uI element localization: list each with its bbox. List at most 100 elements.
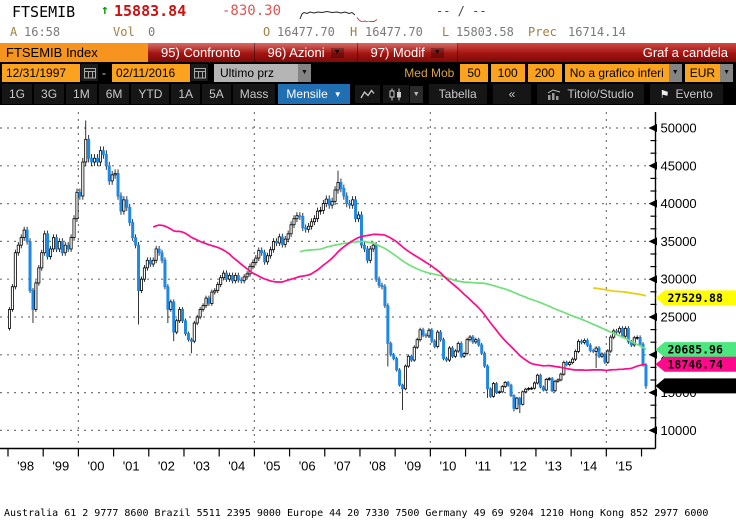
candle: [354, 196, 358, 223]
svg-text:35000: 35000: [661, 234, 697, 249]
menu-confronto[interactable]: 95) Confronto: [148, 43, 255, 62]
security-field[interactable]: FTSEMIB Index: [0, 43, 148, 62]
candle: [22, 226, 26, 241]
candle: [509, 383, 513, 397]
candle: [66, 242, 70, 253]
currency-select[interactable]: EUR ▼: [684, 63, 733, 82]
chart-type-title: Graf a candela: [642, 45, 728, 60]
ma-50-button[interactable]: 50: [460, 63, 488, 82]
candle: [618, 326, 622, 335]
candle: [380, 282, 384, 290]
candle: [189, 337, 193, 354]
low-label: L: [442, 25, 450, 39]
event-button[interactable]: ⚑ Evento: [649, 84, 723, 104]
prev-value: 16714.14: [568, 25, 626, 39]
candle: [609, 335, 613, 353]
candle: [166, 284, 170, 324]
candle: [632, 335, 636, 347]
candle: [374, 242, 378, 282]
candle: [368, 245, 372, 264]
candle: [620, 326, 624, 339]
svg-text:20685.96: 20685.96: [668, 343, 723, 357]
candle: [530, 386, 534, 390]
candle: [348, 199, 352, 209]
candle: [207, 295, 211, 306]
candle: [148, 257, 152, 267]
candle: [456, 341, 460, 353]
candle: [236, 272, 240, 283]
candle: [128, 203, 132, 226]
candle: [245, 271, 249, 280]
candle: [81, 157, 85, 200]
menu-azioni[interactable]: 96) Azioni ▼: [254, 43, 358, 62]
candle: [453, 349, 457, 359]
candle: [474, 337, 478, 344]
chevron-down-icon[interactable]: ▼: [668, 63, 682, 82]
menu-modif[interactable]: 97) Modif ▼: [357, 43, 458, 62]
svg-text:'10: '10: [439, 459, 456, 474]
svg-text:'08: '08: [369, 459, 386, 474]
candle: [301, 212, 305, 232]
candle: [298, 212, 302, 220]
calendar-icon[interactable]: [81, 64, 98, 81]
period-select[interactable]: Mensile ▼: [278, 84, 350, 104]
range-1a-button[interactable]: 1A: [171, 84, 201, 104]
intraday-sparkline: [299, 10, 378, 22]
chevron-down-icon[interactable]: ▼: [409, 85, 423, 103]
candle: [535, 373, 539, 385]
date-to-input[interactable]: 02/11/2016: [112, 63, 190, 82]
session-time: 16:58: [24, 25, 61, 39]
high-label: H: [350, 25, 358, 39]
range-3g-button[interactable]: 3G: [34, 84, 65, 104]
ma-100-button[interactable]: 100: [490, 63, 525, 82]
calendar-icon[interactable]: [191, 64, 208, 81]
table-button[interactable]: Tabella: [428, 84, 487, 104]
candle: [401, 383, 405, 410]
chevron-down-icon[interactable]: ▼: [720, 63, 733, 82]
candle: [318, 206, 322, 215]
range-1g-button[interactable]: 1G: [2, 84, 33, 104]
candlestick-chart-canvas[interactable]: 1000015000200002500030000350004000045000…: [0, 105, 736, 482]
candle: [19, 234, 23, 249]
collapse-panel-button[interactable]: «: [492, 84, 532, 104]
price-type-select[interactable]: Ultimo prz ▼: [214, 63, 311, 82]
chevron-down-icon[interactable]: ▼: [430, 47, 444, 58]
candle: [28, 238, 32, 294]
candle: [491, 382, 495, 398]
candle: [635, 335, 639, 340]
svg-text:'13: '13: [545, 459, 562, 474]
candle: [327, 195, 331, 209]
vol-value: 0: [148, 25, 156, 39]
candle: [210, 289, 214, 306]
chevron-down-icon[interactable]: ▼: [330, 47, 344, 58]
candle: [439, 330, 443, 342]
chevron-down-icon[interactable]: ▼: [298, 63, 311, 82]
range-5a-button[interactable]: 5A: [202, 84, 231, 104]
candle: [433, 339, 437, 349]
candle: [383, 284, 387, 309]
study-button[interactable]: Titolo/Studio: [537, 84, 644, 104]
candle: [395, 356, 399, 372]
candle: [271, 238, 275, 253]
date-from-input[interactable]: 12/31/1997: [2, 63, 80, 82]
candlestick-chart-icon[interactable]: [382, 85, 409, 103]
lower-panel-select[interactable]: No a grafico inferi ▼: [564, 63, 682, 82]
range-1m-button[interactable]: 1M: [66, 84, 97, 104]
candle: [556, 378, 560, 383]
candle: [257, 247, 261, 262]
candle: [486, 364, 490, 398]
range-6m-button[interactable]: 6M: [98, 84, 130, 104]
candle: [494, 382, 498, 394]
candle: [527, 387, 531, 391]
line-chart-icon[interactable]: [354, 85, 380, 103]
candle: [254, 255, 258, 266]
candle: [107, 161, 111, 185]
range-mass-button[interactable]: Mass: [232, 84, 276, 104]
range-ytd-button[interactable]: YTD: [131, 84, 170, 104]
candle: [98, 146, 102, 167]
candle: [342, 184, 346, 200]
ma-200-button[interactable]: 200: [527, 63, 562, 82]
candle: [424, 333, 428, 338]
svg-text:'01: '01: [123, 459, 140, 474]
